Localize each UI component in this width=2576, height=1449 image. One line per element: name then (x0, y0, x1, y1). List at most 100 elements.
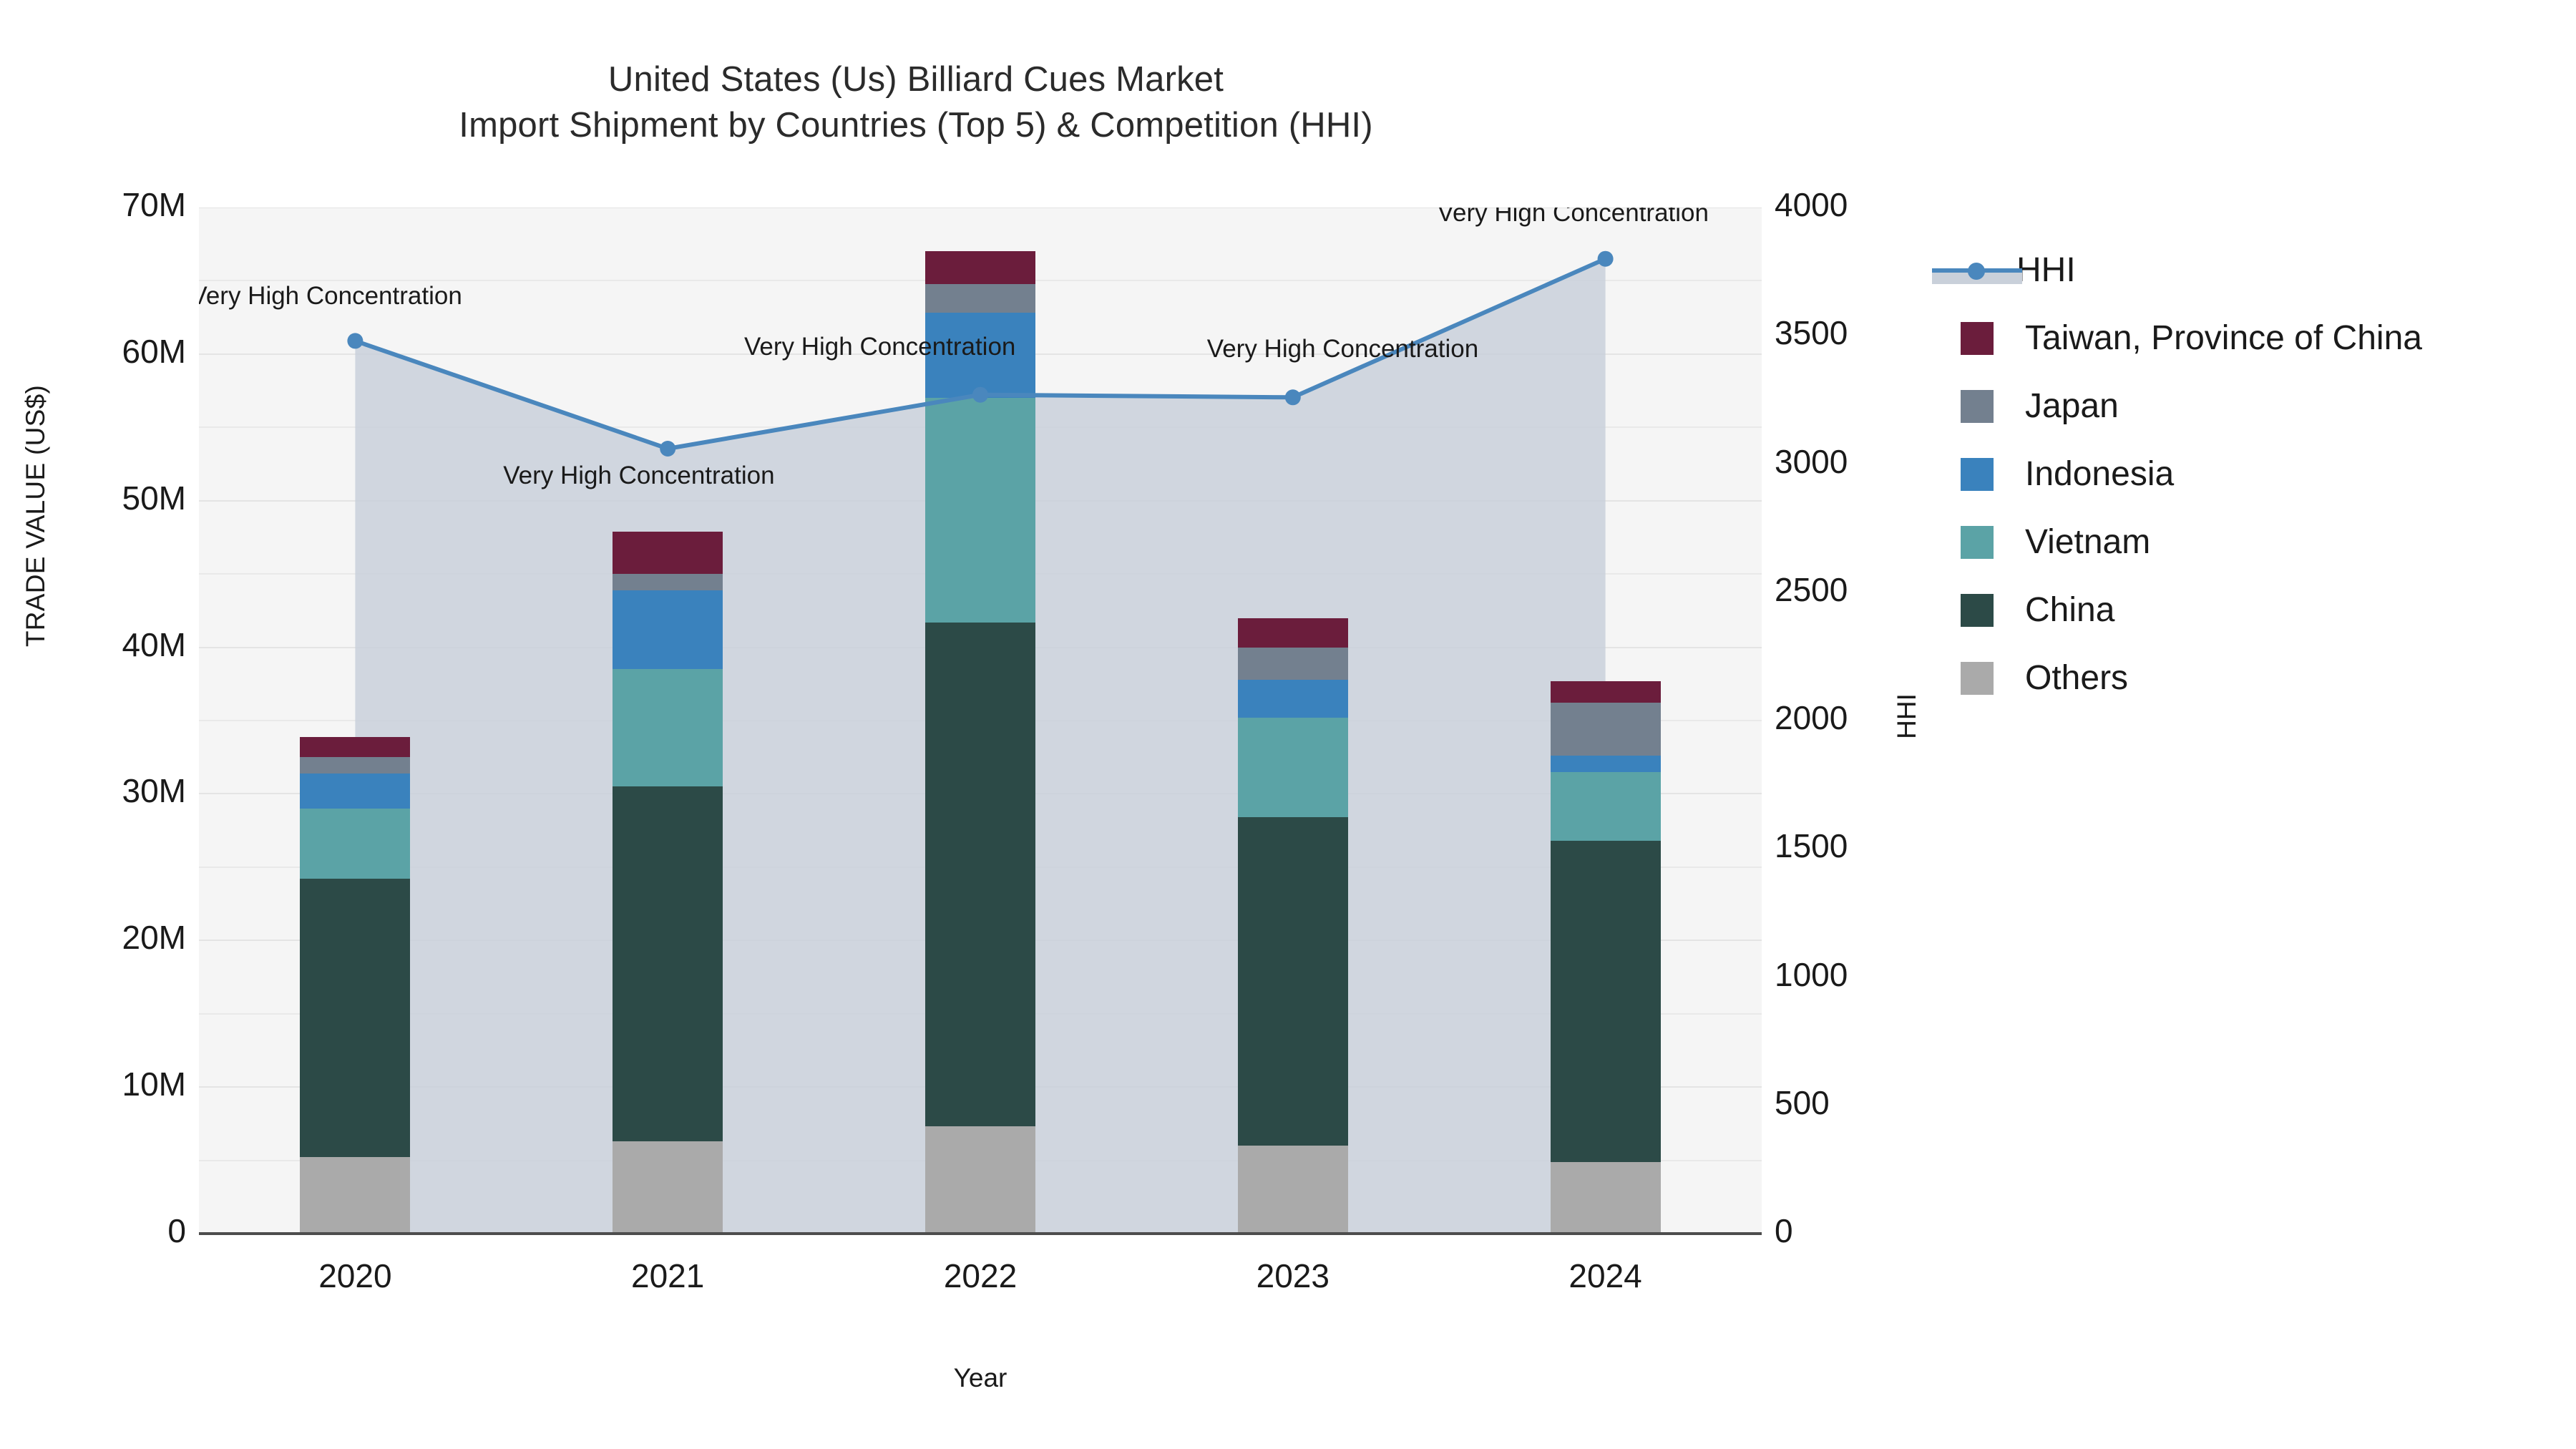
x-axis-tick-label: 2024 (1568, 1257, 1642, 1294)
bar-group[interactable] (1550, 208, 1661, 1234)
legend-line-dot (1968, 262, 1985, 280)
bar-segment[interactable] (613, 1141, 723, 1234)
legend-color-swatch (1961, 593, 1994, 627)
x-axis-title: Year (953, 1363, 1008, 1392)
hhi-line-series (347, 250, 1614, 457)
legend-line-marker-icon (1932, 254, 2022, 287)
y-axis-left-tick-label: 60M (122, 332, 186, 370)
bar-segment[interactable] (1237, 679, 1348, 718)
y-axis-right-tick-label: 3000 (1775, 442, 1848, 480)
bar-segment[interactable] (300, 808, 411, 879)
plot-inner: Very High Concentration Very High Concent… (199, 208, 1762, 1234)
legend-item[interactable]: China (1932, 576, 2540, 644)
bar-segment[interactable] (1237, 717, 1348, 818)
bar-segment[interactable] (300, 1157, 411, 1234)
bar-group[interactable] (925, 208, 1035, 1234)
bar-segment[interactable] (1237, 647, 1348, 680)
legend-item[interactable]: Japan (1932, 372, 2540, 440)
y-axis-left-tick-label: 10M (122, 1065, 186, 1103)
bar-segment[interactable] (1550, 840, 1661, 1162)
legend-item[interactable]: Indonesia (1932, 440, 2540, 508)
legend-color-swatch (1961, 321, 1994, 355)
bar-segment[interactable] (925, 1126, 1035, 1234)
hhi-data-point[interactable] (1284, 389, 1301, 406)
chart-title-line-2: Import Shipment by Countries (Top 5) & C… (459, 105, 1373, 145)
y-axis-right-tick-label: 4000 (1775, 186, 1848, 223)
bar-segment[interactable] (925, 251, 1035, 284)
x-axis-tick-label: 2020 (318, 1257, 392, 1294)
y-axis-right-tick-label: 1500 (1775, 827, 1848, 865)
hhi-data-point[interactable] (972, 386, 988, 403)
y-axis-right-tick-label: 2500 (1775, 570, 1848, 608)
y-axis-right-tick-label: 0 (1775, 1212, 1793, 1249)
bar-segment[interactable] (925, 398, 1035, 623)
legend-item-label: Indonesia (2025, 455, 2175, 493)
y-axis-left-tick-label: 20M (122, 919, 186, 957)
bar-group[interactable] (1237, 208, 1348, 1234)
concentration-annotation: Very High Concentration (1206, 335, 1479, 364)
y-axis-left-tick-label: 50M (122, 479, 186, 517)
hhi-data-point[interactable] (347, 333, 364, 349)
bar-segment[interactable] (300, 736, 411, 758)
bar-series-container (199, 208, 1762, 1234)
bar-segment[interactable] (1550, 680, 1661, 703)
hhi-data-point[interactable] (660, 440, 676, 457)
concentration-annotation: Very High Concentration (744, 332, 1016, 361)
concentration-annotation: Very High Concentration (199, 282, 462, 311)
x-axis-tick-label: 2022 (943, 1257, 1018, 1294)
bar-segment[interactable] (925, 622, 1035, 1127)
y-axis-right-tick-label: 3500 (1775, 314, 1848, 352)
legend-color-swatch (1961, 457, 1994, 491)
legend-item-label: Japan (2025, 387, 2119, 425)
chart-legend: HHI Taiwan, Province of China Japan Indones… (1932, 236, 2540, 712)
bar-segment[interactable] (1237, 817, 1348, 1146)
bar-segment[interactable] (613, 590, 723, 670)
y-axis-right-tick-label: 500 (1775, 1083, 1830, 1121)
bar-segment[interactable] (300, 773, 411, 809)
bar-segment[interactable] (1550, 703, 1661, 756)
legend-item[interactable]: Others (1932, 644, 2540, 712)
y-axis-left-tick-label: 70M (122, 186, 186, 223)
concentration-annotation: Very High Concentration (1437, 208, 1709, 227)
legend-item-label: China (2025, 591, 2115, 629)
x-axis-line (199, 1232, 1762, 1235)
y-axis-right-tick-label: 1000 (1775, 955, 1848, 993)
legend-item[interactable]: Taiwan, Province of China (1932, 304, 2540, 372)
y-axis-right-tick-label: 2000 (1775, 699, 1848, 736)
bar-segment[interactable] (613, 669, 723, 787)
bar-segment[interactable] (1550, 1161, 1661, 1234)
chart-title-line-1: United States (Us) Billiard Cues Market (608, 60, 1224, 99)
legend-item-label: HHI (2016, 251, 2076, 289)
y-axis-left-tick-label: 0 (167, 1212, 186, 1249)
bar-segment[interactable] (1237, 618, 1348, 648)
bar-segment[interactable] (613, 531, 723, 575)
y-axis-left-tick-label: 40M (122, 625, 186, 663)
legend-color-swatch (1961, 661, 1994, 695)
chart-title: United States (Us) Billiard Cues Market … (0, 57, 1832, 148)
bar-group[interactable] (613, 208, 723, 1234)
concentration-annotation: Very High Concentration (503, 461, 775, 489)
bar-segment[interactable] (1550, 756, 1661, 772)
plot-area: Very High Concentration Very High Concent… (199, 208, 1762, 1234)
y-axis-left-tick-label: 30M (122, 772, 186, 810)
x-axis-tick-label: 2023 (1256, 1257, 1330, 1294)
bar-segment[interactable] (613, 786, 723, 1141)
bar-segment[interactable] (613, 574, 723, 590)
legend-color-swatch (1961, 389, 1994, 423)
x-axis-tick-label: 2021 (631, 1257, 705, 1294)
legend-item[interactable]: HHI (1932, 236, 2540, 304)
bar-segment[interactable] (300, 879, 411, 1158)
hhi-data-point[interactable] (1597, 250, 1614, 267)
legend-item-label: Vietnam (2025, 523, 2151, 561)
bar-group[interactable] (300, 208, 411, 1234)
legend-item-label: Others (2025, 659, 2129, 697)
bar-segment[interactable] (925, 313, 1035, 399)
legend-item[interactable]: Vietnam (1932, 508, 2540, 576)
bar-segment[interactable] (925, 283, 1035, 313)
bar-segment[interactable] (300, 757, 411, 774)
bar-segment[interactable] (1237, 1146, 1348, 1234)
bar-segment[interactable] (1550, 771, 1661, 841)
legend-item-label: Taiwan, Province of China (2025, 319, 2422, 357)
y-axis-left-title: TRADE VALUE (US$) (21, 384, 50, 648)
